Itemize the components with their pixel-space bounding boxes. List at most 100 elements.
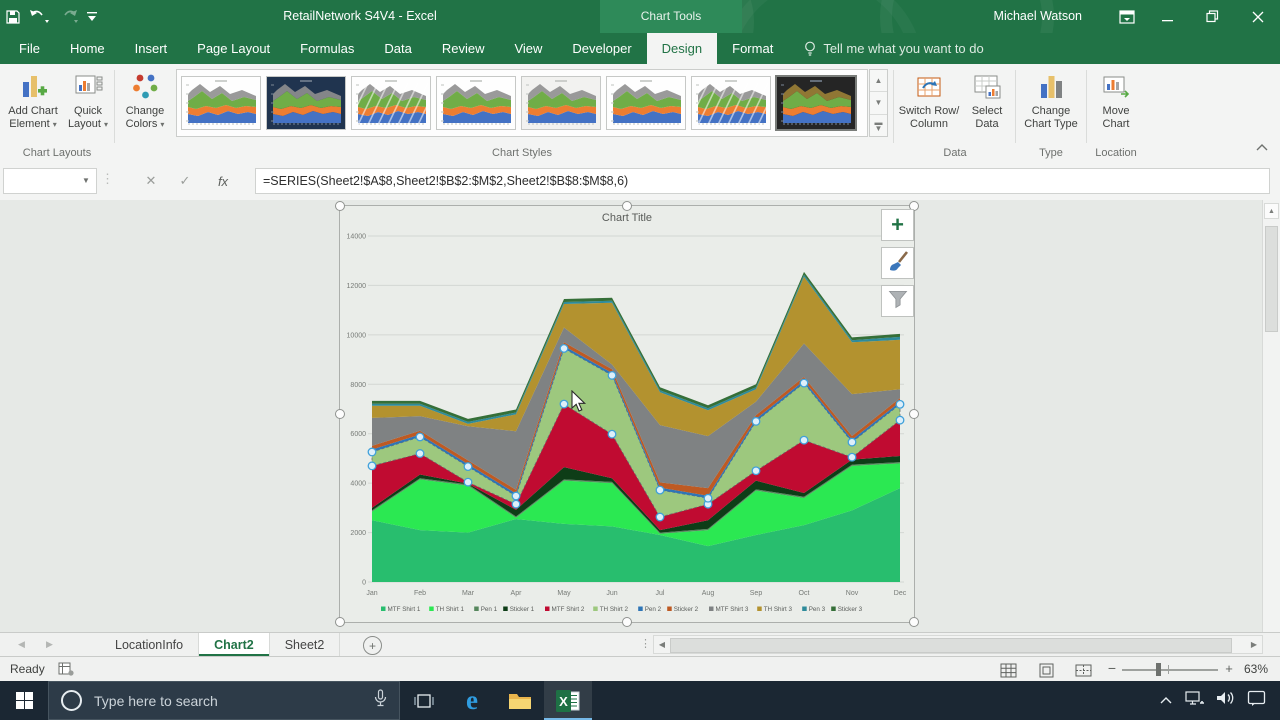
data-point-handle[interactable] — [847, 437, 857, 447]
macro-record-icon[interactable] — [58, 662, 74, 679]
area-series-mtf-shirt-1[interactable] — [372, 488, 900, 582]
chart-filters-button[interactable] — [881, 285, 914, 317]
legend-label[interactable]: Sticker 3 — [838, 606, 863, 613]
ribbon-tab-page-layout[interactable]: Page Layout — [197, 41, 271, 56]
name-box-dropdown-icon[interactable]: ▼ — [82, 175, 90, 185]
name-box-input[interactable] — [6, 171, 76, 191]
chart-style-thumb-style-6[interactable] — [606, 76, 686, 130]
chart-styles-button[interactable] — [881, 247, 914, 279]
data-point-handle[interactable] — [703, 493, 713, 503]
ribbon-tab-data[interactable]: Data — [384, 41, 412, 56]
zoom-slider-thumb[interactable] — [1156, 663, 1161, 676]
new-sheet-button[interactable]: + — [363, 636, 382, 655]
undo-icon[interactable] — [29, 10, 49, 23]
hidden-icons-chevron-icon[interactable] — [1160, 692, 1172, 710]
customize-qat-icon[interactable] — [87, 11, 97, 23]
chart-elements-button[interactable]: + — [881, 209, 914, 241]
data-point-handle[interactable] — [607, 429, 617, 439]
sheet-tab-chart2[interactable]: Chart2 — [199, 633, 270, 656]
start-button[interactable] — [0, 681, 48, 720]
data-point-handle[interactable] — [463, 462, 473, 472]
legend-label[interactable]: TH Shirt 3 — [764, 606, 793, 613]
horizontal-scrollbar-thumb[interactable] — [670, 638, 1232, 653]
chart-selection-handle[interactable] — [622, 617, 632, 627]
ribbon-tab-view[interactable]: View — [514, 41, 543, 56]
change-chart-type-button[interactable]: Change Chart Type — [1019, 68, 1083, 146]
zoom-slider-track[interactable] — [1122, 669, 1218, 671]
legend-label[interactable]: TH Shirt 1 — [436, 606, 465, 613]
data-point-handle[interactable] — [799, 378, 809, 388]
data-point-handle[interactable] — [415, 449, 425, 458]
excel-taskbar-button[interactable]: X — [544, 681, 592, 720]
chart-style-thumb-style-7[interactable] — [685, 76, 789, 130]
move-chart-button[interactable]: Move Chart — [1090, 68, 1142, 146]
edge-browser-button[interactable]: e — [448, 681, 496, 720]
chart-style-thumb-style-2[interactable] — [266, 76, 346, 130]
insert-function-icon[interactable]: fx — [217, 173, 229, 189]
user-name[interactable]: Michael Watson — [993, 9, 1082, 23]
data-point-handle[interactable] — [415, 432, 425, 442]
sheet-tab-locationinfo[interactable]: LocationInfo — [100, 633, 200, 656]
scroll-left-icon[interactable]: ◀ — [658, 640, 666, 649]
data-point-handle[interactable] — [895, 415, 905, 425]
chart-style-thumb-style-8[interactable] — [775, 75, 857, 131]
save-icon[interactable] — [6, 9, 20, 24]
select-data-button[interactable]: Select Data — [962, 68, 1012, 146]
legend-label[interactable]: MTF Shirt 2 — [552, 606, 585, 613]
tell-me-box[interactable]: Tell me what you want to do — [804, 33, 984, 64]
page-layout-view-icon[interactable] — [1033, 661, 1059, 679]
chart-selection-handle[interactable] — [335, 201, 345, 211]
legend-label[interactable]: Sticker 1 — [510, 606, 535, 613]
scroll-right-icon[interactable]: ▶ — [1250, 640, 1258, 649]
task-view-button[interactable] — [400, 681, 448, 720]
data-point-handle[interactable] — [799, 435, 809, 445]
name-box[interactable]: ▼ — [3, 168, 97, 194]
data-point-handle[interactable] — [367, 447, 377, 457]
data-point-handle[interactable] — [511, 499, 521, 509]
legend-label[interactable]: MTF Shirt 1 — [388, 606, 421, 613]
sheet-nav-prev-icon[interactable]: ◀ — [18, 639, 25, 649]
microphone-icon[interactable] — [374, 689, 387, 712]
data-point-handle[interactable] — [367, 461, 377, 471]
vertical-scrollbar[interactable]: ▲ — [1262, 200, 1280, 632]
close-button[interactable] — [1235, 0, 1280, 33]
zoom-in-icon[interactable]: + — [1225, 661, 1233, 676]
legend-label[interactable]: TH Shirt 2 — [600, 606, 629, 613]
chart-selection-handle[interactable] — [622, 201, 632, 211]
chart-style-thumb-style-4[interactable] — [436, 76, 516, 130]
data-point-handle[interactable] — [559, 343, 569, 353]
area-series-mtf-shirt-3[interactable] — [372, 327, 900, 490]
ribbon-tab-insert[interactable]: Insert — [134, 41, 168, 56]
legend-label[interactable]: Sticker 2 — [674, 606, 699, 613]
quick-layout-button[interactable]: Quick Layout ▾ — [64, 68, 112, 146]
ribbon-tab-file[interactable]: File — [19, 41, 40, 56]
file-explorer-button[interactable] — [496, 681, 544, 720]
change-colors-button[interactable]: Change Colors ▾ — [117, 68, 173, 146]
data-point-handle[interactable] — [847, 452, 857, 462]
sheet-tab-sheet2[interactable]: Sheet2 — [270, 633, 341, 656]
gallery-more-icon[interactable]: ▬ ▼ — [874, 117, 883, 133]
normal-view-icon[interactable] — [995, 661, 1021, 679]
volume-icon[interactable] — [1216, 690, 1235, 711]
minimize-button[interactable] — [1145, 0, 1190, 33]
zoom-out-icon[interactable]: − — [1107, 660, 1117, 676]
taskbar-search-box[interactable] — [48, 681, 400, 720]
sheet-nav-next-icon[interactable]: ▶ — [46, 639, 53, 649]
chart-selection-handle[interactable] — [909, 201, 919, 211]
page-break-preview-icon[interactable] — [1070, 661, 1096, 679]
data-point-handle[interactable] — [559, 399, 569, 409]
switch-row-column-button[interactable]: Switch Row/ Column — [898, 68, 960, 146]
chart-selection-handle[interactable] — [335, 409, 345, 419]
data-point-handle[interactable] — [895, 399, 905, 409]
data-point-handle[interactable] — [655, 485, 665, 495]
chart-style-thumb-style-5[interactable] — [521, 76, 601, 130]
legend-label[interactable]: Pen 2 — [645, 606, 662, 613]
stacked-area-chart[interactable]: 0 2000 4000 6000 8000 10000 12000 14000 Chart Ti… — [335, 201, 919, 627]
chart-sheet-area[interactable]: 0 2000 4000 6000 8000 10000 12000 14000 Chart Ti… — [0, 200, 1280, 632]
action-center-icon[interactable] — [1247, 690, 1266, 712]
data-point-handle[interactable] — [511, 491, 521, 501]
data-point-handle[interactable] — [655, 512, 665, 522]
chart-selection-handle[interactable] — [335, 617, 345, 627]
chart-title[interactable]: Chart Title — [602, 212, 652, 224]
data-point-handle[interactable] — [751, 466, 761, 476]
